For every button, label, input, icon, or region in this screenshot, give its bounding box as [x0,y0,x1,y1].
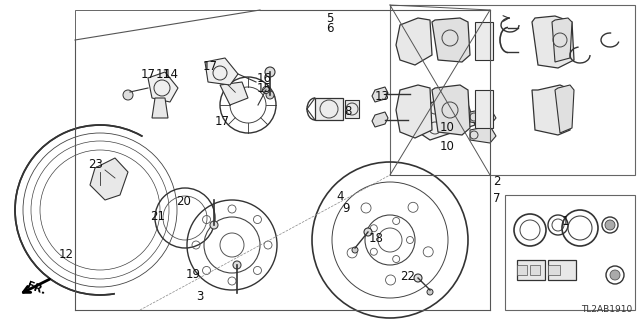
Polygon shape [396,18,432,65]
Text: 14: 14 [163,68,179,81]
Circle shape [420,115,430,125]
Text: 3: 3 [196,290,204,303]
Polygon shape [220,82,248,105]
Text: 8: 8 [344,105,352,118]
Text: 1: 1 [561,215,569,228]
Circle shape [352,247,358,253]
Polygon shape [555,85,574,133]
Circle shape [420,89,430,99]
Circle shape [123,90,133,100]
Bar [548,265,560,275]
Text: 23: 23 [88,158,104,171]
Text: 4: 4 [336,190,344,203]
Polygon shape [372,112,388,127]
Bar [530,265,540,275]
Circle shape [262,86,269,93]
Circle shape [610,270,620,280]
Polygon shape [152,98,168,118]
Bar [517,265,527,275]
Text: 7: 7 [493,192,500,205]
Polygon shape [532,85,572,135]
Text: 9: 9 [342,202,349,215]
Polygon shape [432,18,470,62]
Polygon shape [432,85,470,135]
Text: FR.: FR. [25,280,47,296]
Polygon shape [205,58,238,85]
Circle shape [265,67,275,77]
Text: 10: 10 [440,121,454,134]
Polygon shape [372,87,388,102]
Text: 16: 16 [257,72,271,85]
Bar [475,90,493,128]
Text: 13: 13 [374,90,389,103]
Text: 17: 17 [202,60,218,73]
Text: 2: 2 [493,175,500,188]
Bar [475,22,493,60]
Circle shape [210,221,218,229]
Text: 19: 19 [186,268,200,281]
Polygon shape [415,95,475,140]
Circle shape [364,228,372,236]
Polygon shape [532,16,574,68]
Circle shape [427,289,433,295]
Polygon shape [552,18,572,62]
Circle shape [408,89,418,99]
Text: 10: 10 [440,140,454,153]
Bar [517,260,545,280]
Text: 11: 11 [156,68,170,81]
Bar [345,100,359,118]
Text: 17: 17 [214,115,230,128]
Polygon shape [90,158,128,200]
Text: TL2AB1910: TL2AB1910 [580,305,632,314]
Polygon shape [470,126,496,143]
Text: 5: 5 [326,12,333,25]
Bar [315,98,343,120]
Text: 6: 6 [326,22,333,35]
Circle shape [414,274,422,282]
Circle shape [266,91,274,99]
Text: 15: 15 [257,82,271,95]
Text: 20: 20 [177,195,191,208]
Text: 21: 21 [150,210,166,223]
Text: 12: 12 [58,248,74,261]
Polygon shape [470,108,496,125]
Circle shape [407,116,415,124]
Text: 17: 17 [141,68,156,81]
Text: 18: 18 [369,232,383,245]
Polygon shape [396,85,432,138]
Text: 22: 22 [401,270,415,283]
Polygon shape [148,72,178,102]
Circle shape [605,220,615,230]
Circle shape [233,261,241,269]
Bar [548,260,576,280]
